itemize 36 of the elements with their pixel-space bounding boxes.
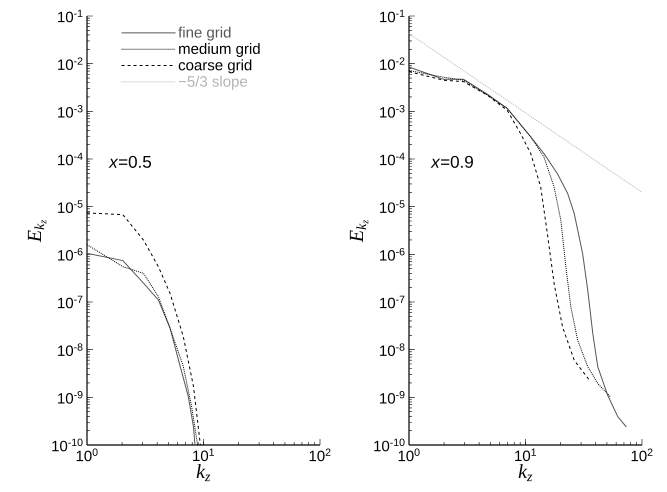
y-tick-label: 10$^{-10}$ [52, 438, 83, 452]
x-axis-title: $k_z$ [518, 464, 532, 482]
annotation: x=0.9 [430, 156, 473, 168]
text: −5/3 slope [178, 76, 248, 90]
y-axis-title: $E_{k_z}$ [28, 220, 46, 242]
x-tick-label: 10$^{0}$ [76, 448, 98, 462]
y-tick-label: 10$^{-7}$ [380, 296, 404, 308]
y-tick-label: 10$^{-5}$ [380, 200, 405, 213]
x-axis-title: $k_z$ [196, 464, 210, 482]
y-tick-label: 10$^{-8}$ [380, 343, 405, 356]
y-tick-label: 10$^{-2}$ [58, 57, 82, 70]
y-tick-label: 10$^{-5}$ [58, 200, 83, 213]
x-tick-label: 10$^{1}$ [515, 448, 536, 462]
y-tick-label: 10$^{-9}$ [58, 390, 82, 404]
y-tick-label: 10$^{-1}$ [58, 10, 82, 22]
y-tick-label: 10$^{-2}$ [380, 57, 404, 70]
annotation: x=0.5 [108, 156, 152, 168]
y-tick-label: 10$^{-6}$ [380, 248, 405, 261]
y-tick-label: 10$^{-9}$ [380, 390, 404, 404]
legend-label: medium grid [179, 43, 260, 57]
y-tick-label: 10$^{-8}$ [58, 343, 83, 356]
y-tick-label: 10$^{-3}$ [380, 104, 405, 118]
x-tick-label: 10$^{1}$ [193, 448, 214, 462]
y-tick-label: 10$^{-10}$ [374, 438, 405, 452]
y-tick-label: 10$^{-3}$ [58, 104, 83, 118]
legend-label: fine grid [178, 26, 230, 41]
y-axis-title: $E_{k_z}$ [350, 220, 368, 242]
legend-label: coarse grid [178, 59, 252, 74]
x-tick-label: 10$^{2}$ [310, 448, 330, 462]
y-tick-label: 10$^{-6}$ [58, 248, 83, 261]
x-tick-label: 10$^{0}$ [398, 448, 420, 462]
x-tick-label: 10$^{2}$ [632, 448, 652, 462]
y-tick-label: 10$^{-4}$ [380, 152, 405, 166]
y-tick-label: 10$^{-4}$ [58, 152, 83, 166]
y-tick-label: 10$^{-7}$ [58, 296, 82, 308]
y-tick-label: 10$^{-1}$ [380, 10, 404, 22]
